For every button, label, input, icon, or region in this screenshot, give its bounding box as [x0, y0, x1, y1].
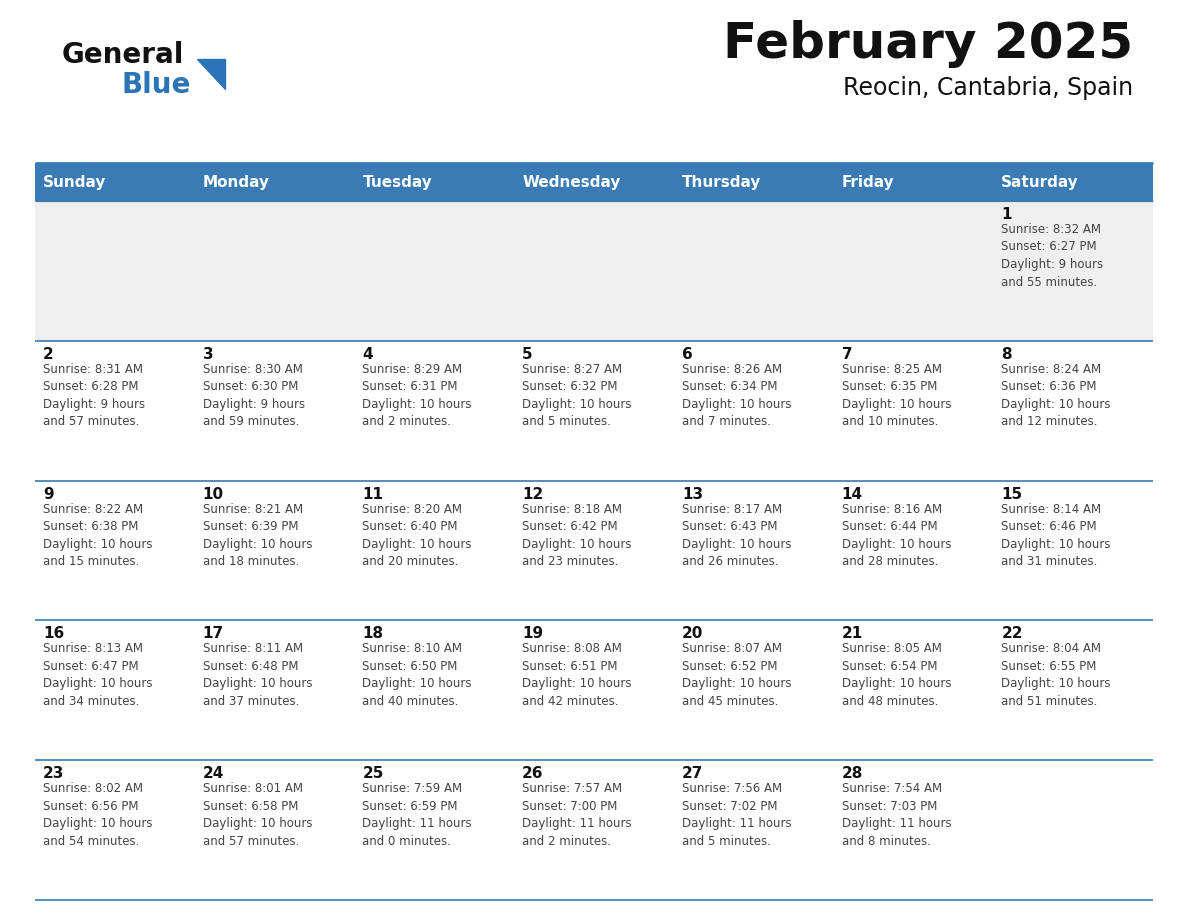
Text: Sunrise: 8:04 AM
Sunset: 6:55 PM
Daylight: 10 hours
and 51 minutes.: Sunrise: 8:04 AM Sunset: 6:55 PM Dayligh…: [1001, 643, 1111, 708]
Bar: [34, 201, 1154, 341]
Text: Sunrise: 8:11 AM
Sunset: 6:48 PM
Daylight: 10 hours
and 37 minutes.: Sunrise: 8:11 AM Sunset: 6:48 PM Dayligh…: [203, 643, 312, 708]
Text: 28: 28: [841, 767, 862, 781]
Text: Blue: Blue: [122, 71, 191, 99]
Text: Tuesday: Tuesday: [362, 174, 432, 189]
Text: 19: 19: [523, 626, 543, 642]
Text: General: General: [62, 41, 184, 69]
Text: 2: 2: [43, 347, 53, 362]
Bar: [34, 341, 1154, 481]
Text: Sunrise: 7:59 AM
Sunset: 6:59 PM
Daylight: 11 hours
and 0 minutes.: Sunrise: 7:59 AM Sunset: 6:59 PM Dayligh…: [362, 782, 472, 847]
Bar: [34, 621, 1154, 760]
Text: 11: 11: [362, 487, 384, 501]
Text: Sunrise: 8:13 AM
Sunset: 6:47 PM
Daylight: 10 hours
and 34 minutes.: Sunrise: 8:13 AM Sunset: 6:47 PM Dayligh…: [43, 643, 152, 708]
Text: Sunrise: 8:16 AM
Sunset: 6:44 PM
Daylight: 10 hours
and 28 minutes.: Sunrise: 8:16 AM Sunset: 6:44 PM Dayligh…: [841, 502, 952, 568]
Text: 23: 23: [43, 767, 64, 781]
Text: Sunrise: 8:27 AM
Sunset: 6:32 PM
Daylight: 10 hours
and 5 minutes.: Sunrise: 8:27 AM Sunset: 6:32 PM Dayligh…: [523, 363, 632, 429]
Text: Sunrise: 8:22 AM
Sunset: 6:38 PM
Daylight: 10 hours
and 15 minutes.: Sunrise: 8:22 AM Sunset: 6:38 PM Dayligh…: [43, 502, 152, 568]
Polygon shape: [197, 59, 225, 89]
Text: Sunrise: 8:21 AM
Sunset: 6:39 PM
Daylight: 10 hours
and 18 minutes.: Sunrise: 8:21 AM Sunset: 6:39 PM Dayligh…: [203, 502, 312, 568]
Text: 16: 16: [43, 626, 64, 642]
Text: Sunrise: 8:29 AM
Sunset: 6:31 PM
Daylight: 10 hours
and 2 minutes.: Sunrise: 8:29 AM Sunset: 6:31 PM Dayligh…: [362, 363, 472, 429]
Text: 10: 10: [203, 487, 223, 501]
Text: Reocin, Cantabria, Spain: Reocin, Cantabria, Spain: [842, 76, 1133, 100]
Text: Sunday: Sunday: [43, 174, 107, 189]
Text: Sunrise: 8:24 AM
Sunset: 6:36 PM
Daylight: 10 hours
and 12 minutes.: Sunrise: 8:24 AM Sunset: 6:36 PM Dayligh…: [1001, 363, 1111, 429]
Text: Monday: Monday: [203, 174, 270, 189]
Text: 5: 5: [523, 347, 532, 362]
Text: 3: 3: [203, 347, 214, 362]
Bar: [34, 760, 1154, 900]
Text: Sunrise: 8:14 AM
Sunset: 6:46 PM
Daylight: 10 hours
and 31 minutes.: Sunrise: 8:14 AM Sunset: 6:46 PM Dayligh…: [1001, 502, 1111, 568]
Text: 27: 27: [682, 767, 703, 781]
Text: Sunrise: 8:30 AM
Sunset: 6:30 PM
Daylight: 9 hours
and 59 minutes.: Sunrise: 8:30 AM Sunset: 6:30 PM Dayligh…: [203, 363, 305, 429]
Text: 4: 4: [362, 347, 373, 362]
Text: 7: 7: [841, 347, 852, 362]
Text: Sunrise: 8:01 AM
Sunset: 6:58 PM
Daylight: 10 hours
and 57 minutes.: Sunrise: 8:01 AM Sunset: 6:58 PM Dayligh…: [203, 782, 312, 847]
Text: Sunrise: 8:32 AM
Sunset: 6:27 PM
Daylight: 9 hours
and 55 minutes.: Sunrise: 8:32 AM Sunset: 6:27 PM Dayligh…: [1001, 223, 1104, 288]
Text: Saturday: Saturday: [1001, 174, 1079, 189]
Text: 12: 12: [523, 487, 543, 501]
Text: Sunrise: 8:02 AM
Sunset: 6:56 PM
Daylight: 10 hours
and 54 minutes.: Sunrise: 8:02 AM Sunset: 6:56 PM Dayligh…: [43, 782, 152, 847]
Text: Sunrise: 7:56 AM
Sunset: 7:02 PM
Daylight: 11 hours
and 5 minutes.: Sunrise: 7:56 AM Sunset: 7:02 PM Dayligh…: [682, 782, 791, 847]
Text: Sunrise: 8:31 AM
Sunset: 6:28 PM
Daylight: 9 hours
and 57 minutes.: Sunrise: 8:31 AM Sunset: 6:28 PM Dayligh…: [43, 363, 145, 429]
Text: Sunrise: 8:26 AM
Sunset: 6:34 PM
Daylight: 10 hours
and 7 minutes.: Sunrise: 8:26 AM Sunset: 6:34 PM Dayligh…: [682, 363, 791, 429]
Text: 18: 18: [362, 626, 384, 642]
Text: 9: 9: [43, 487, 53, 501]
Text: Sunrise: 7:57 AM
Sunset: 7:00 PM
Daylight: 11 hours
and 2 minutes.: Sunrise: 7:57 AM Sunset: 7:00 PM Dayligh…: [523, 782, 632, 847]
Text: 14: 14: [841, 487, 862, 501]
Bar: [34, 163, 1154, 201]
Text: 25: 25: [362, 767, 384, 781]
Text: February 2025: February 2025: [722, 20, 1133, 68]
Text: Sunrise: 8:07 AM
Sunset: 6:52 PM
Daylight: 10 hours
and 45 minutes.: Sunrise: 8:07 AM Sunset: 6:52 PM Dayligh…: [682, 643, 791, 708]
Text: 6: 6: [682, 347, 693, 362]
Text: Sunrise: 8:08 AM
Sunset: 6:51 PM
Daylight: 10 hours
and 42 minutes.: Sunrise: 8:08 AM Sunset: 6:51 PM Dayligh…: [523, 643, 632, 708]
Text: 13: 13: [682, 487, 703, 501]
Text: 20: 20: [682, 626, 703, 642]
Text: Thursday: Thursday: [682, 174, 762, 189]
Bar: [34, 481, 1154, 621]
Text: 17: 17: [203, 626, 223, 642]
Text: Friday: Friday: [841, 174, 895, 189]
Text: Sunrise: 8:20 AM
Sunset: 6:40 PM
Daylight: 10 hours
and 20 minutes.: Sunrise: 8:20 AM Sunset: 6:40 PM Dayligh…: [362, 502, 472, 568]
Text: 15: 15: [1001, 487, 1023, 501]
Text: Sunrise: 8:17 AM
Sunset: 6:43 PM
Daylight: 10 hours
and 26 minutes.: Sunrise: 8:17 AM Sunset: 6:43 PM Dayligh…: [682, 502, 791, 568]
Text: 21: 21: [841, 626, 862, 642]
Text: 24: 24: [203, 767, 225, 781]
Text: 8: 8: [1001, 347, 1012, 362]
Text: 1: 1: [1001, 207, 1012, 222]
Text: Sunrise: 8:18 AM
Sunset: 6:42 PM
Daylight: 10 hours
and 23 minutes.: Sunrise: 8:18 AM Sunset: 6:42 PM Dayligh…: [523, 502, 632, 568]
Text: Sunrise: 8:10 AM
Sunset: 6:50 PM
Daylight: 10 hours
and 40 minutes.: Sunrise: 8:10 AM Sunset: 6:50 PM Dayligh…: [362, 643, 472, 708]
Text: 22: 22: [1001, 626, 1023, 642]
Text: Sunrise: 8:05 AM
Sunset: 6:54 PM
Daylight: 10 hours
and 48 minutes.: Sunrise: 8:05 AM Sunset: 6:54 PM Dayligh…: [841, 643, 952, 708]
Text: 26: 26: [523, 767, 544, 781]
Text: Sunrise: 8:25 AM
Sunset: 6:35 PM
Daylight: 10 hours
and 10 minutes.: Sunrise: 8:25 AM Sunset: 6:35 PM Dayligh…: [841, 363, 952, 429]
Text: Wednesday: Wednesday: [523, 174, 620, 189]
Text: Sunrise: 7:54 AM
Sunset: 7:03 PM
Daylight: 11 hours
and 8 minutes.: Sunrise: 7:54 AM Sunset: 7:03 PM Dayligh…: [841, 782, 952, 847]
